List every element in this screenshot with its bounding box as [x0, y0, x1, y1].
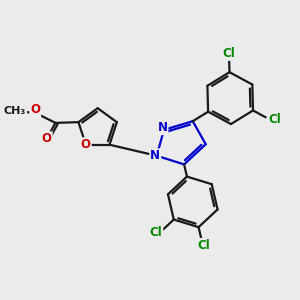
Text: O: O — [42, 132, 52, 145]
Text: Cl: Cl — [222, 47, 235, 60]
Text: O: O — [30, 103, 40, 116]
Text: CH₃: CH₃ — [4, 106, 26, 116]
Text: N: N — [158, 121, 167, 134]
Text: Cl: Cl — [268, 113, 281, 126]
Text: Cl: Cl — [149, 226, 162, 239]
Text: N: N — [150, 149, 160, 162]
Text: O: O — [81, 138, 91, 151]
Text: Cl: Cl — [198, 239, 211, 252]
